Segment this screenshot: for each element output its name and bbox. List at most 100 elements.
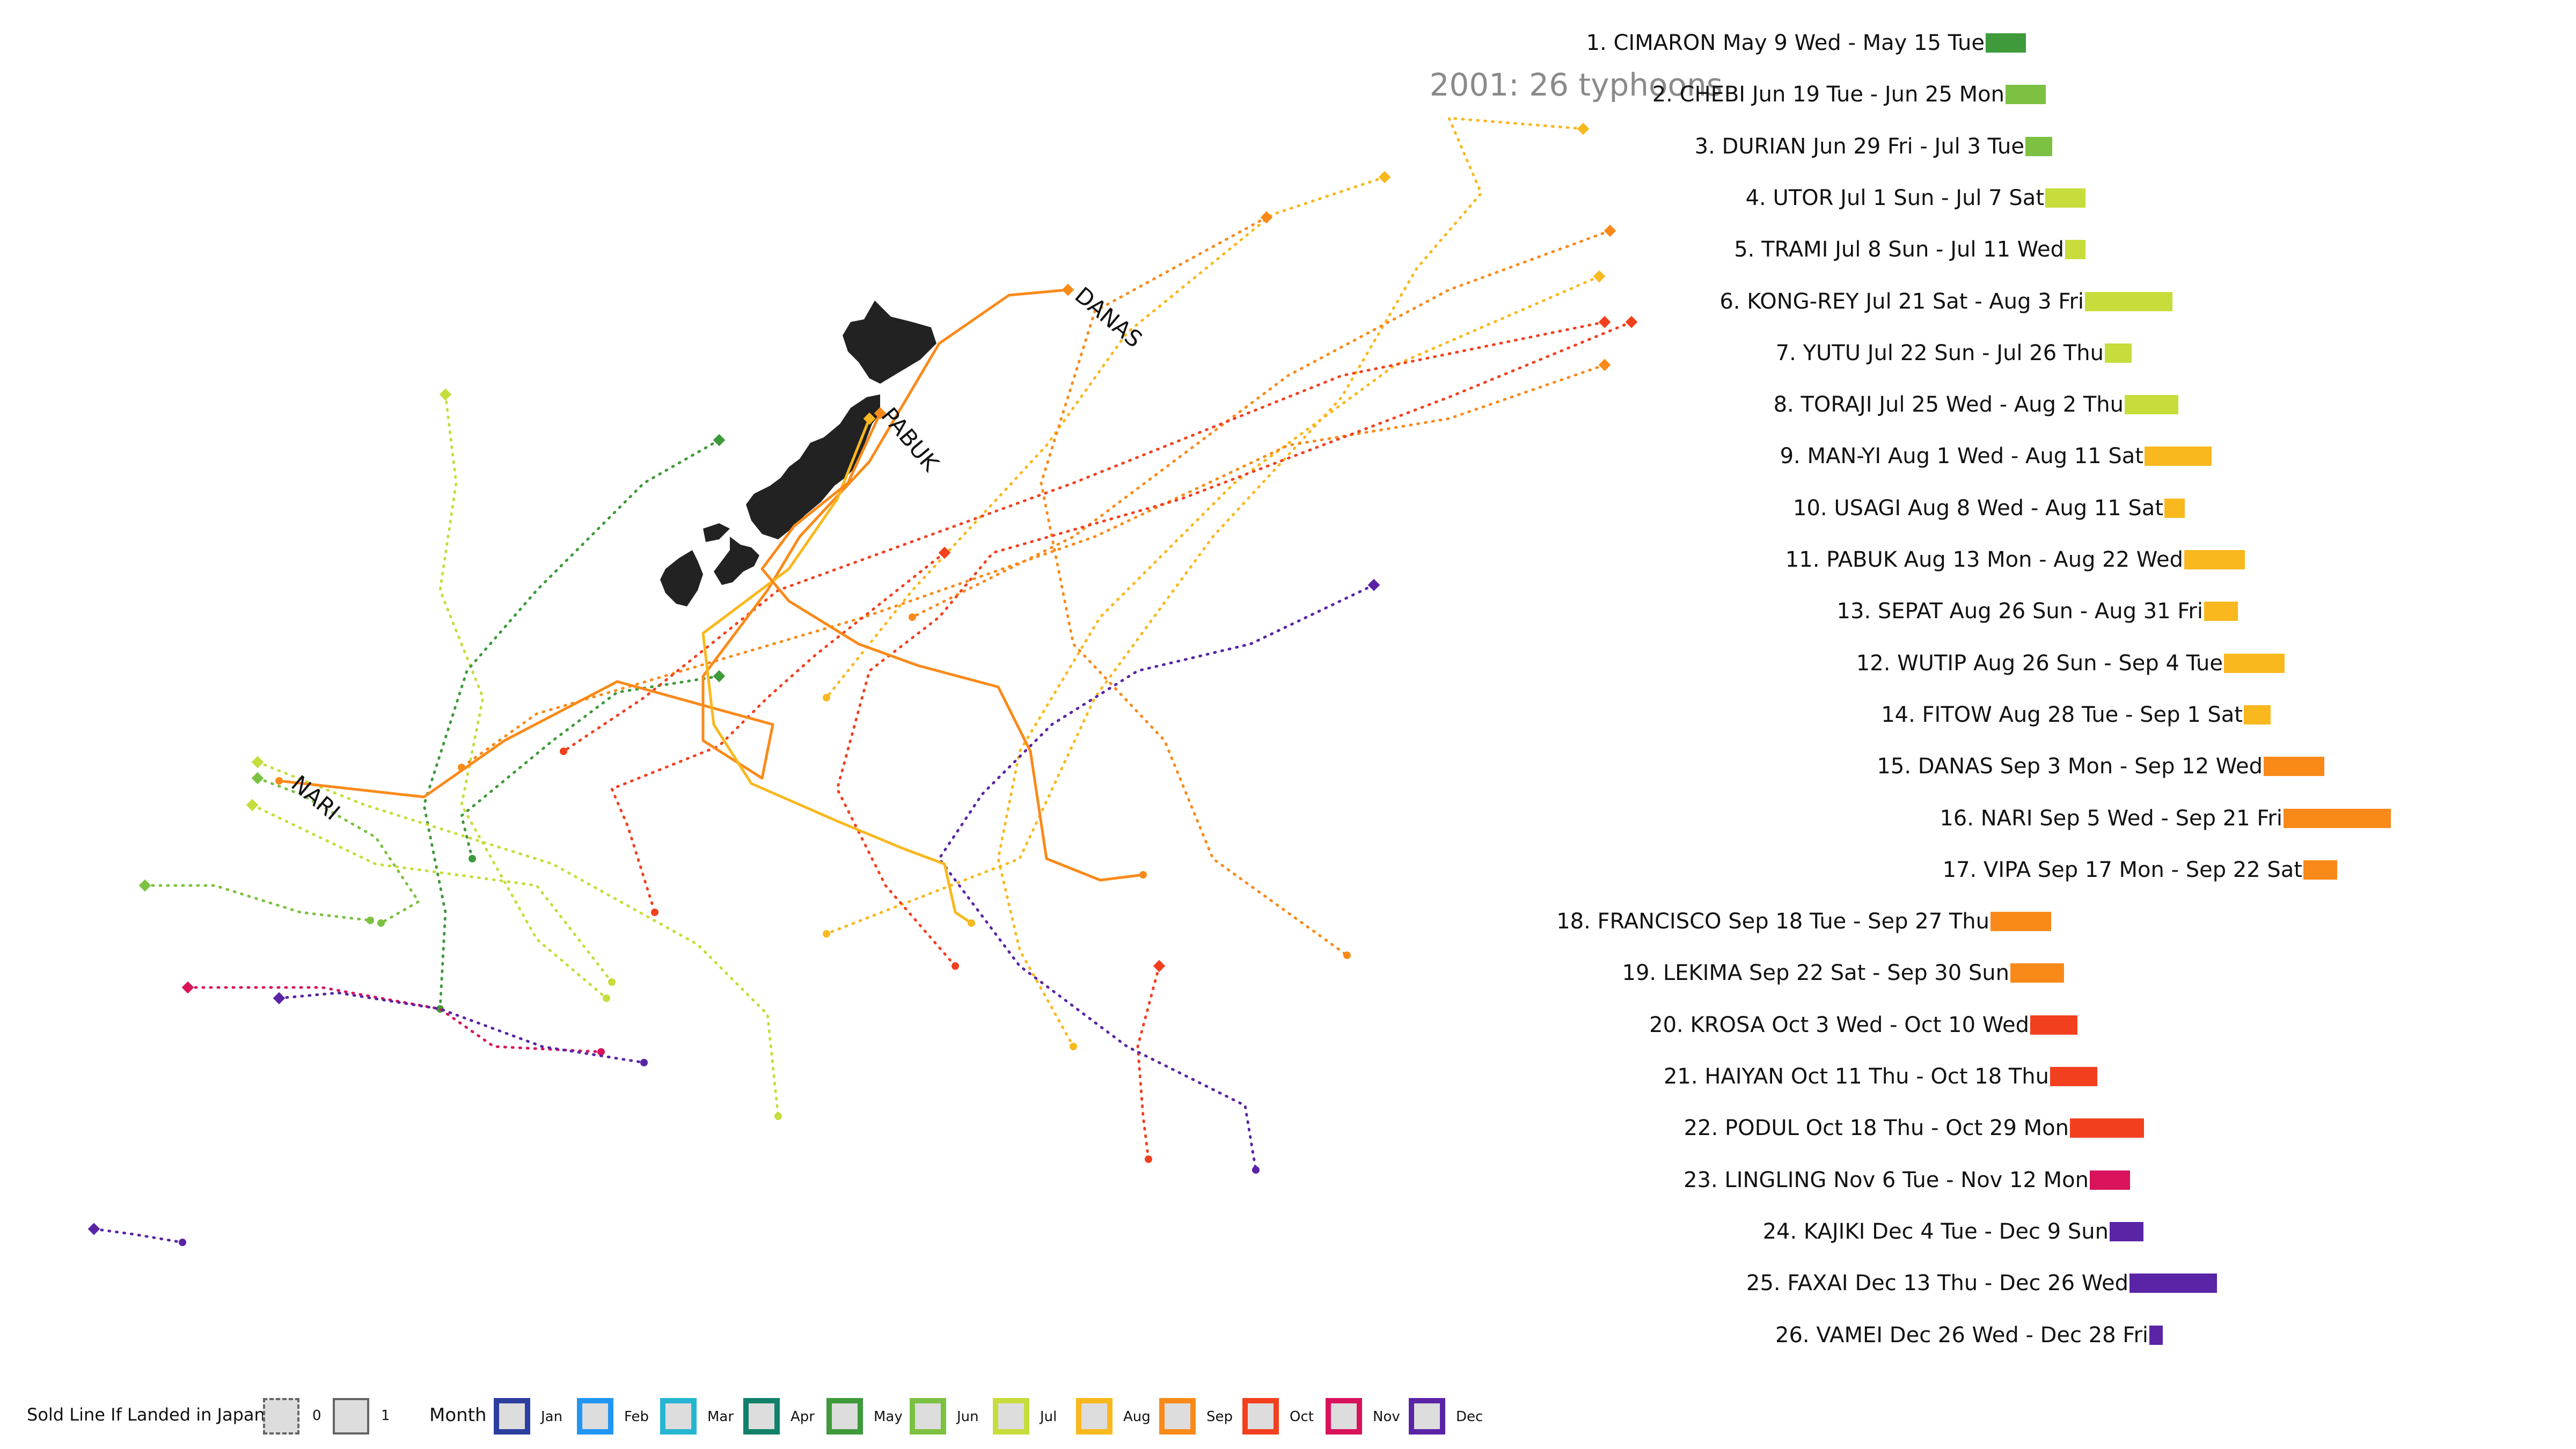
track-end-marker (640, 1059, 648, 1066)
legend-month-swatch-dec (1409, 1398, 1445, 1435)
track-start-marker (251, 772, 264, 785)
track-start-marker (1367, 579, 1380, 591)
typhoon-list-item: 10. USAGI Aug 8 Wed - Aug 11 Sat (0, 492, 2576, 524)
typhoon-duration-bar (2010, 963, 2064, 983)
track-start-marker (87, 1223, 100, 1235)
track-end-marker (597, 1048, 605, 1056)
track-end-marker (774, 1113, 782, 1120)
typhoon-label: 5. TRAMI Jul 8 Sun - Jul 11 Wed (1734, 237, 2064, 262)
track-start-marker (1598, 316, 1611, 328)
typhoon-label: 10. USAGI Aug 8 Wed - Aug 11 Sat (1793, 495, 2163, 521)
typhoon-duration-bar (2244, 705, 2271, 724)
typhoon-track (277, 991, 646, 1064)
typhoon-list-item: 3. DURIAN Jun 29 Fri - Jul 3 Tue (0, 130, 2576, 163)
legend-landed-box-0 (263, 1398, 299, 1435)
track-end-marker (909, 613, 916, 621)
track-start-marker (251, 756, 264, 769)
typhoon-list-item: 8. TORAJI Jul 25 Wed - Aug 2 Thu (0, 389, 2576, 421)
track-end-marker (1145, 1155, 1152, 1163)
typhoon-duration-bar (2090, 1170, 2130, 1190)
typhoon-label: 11. PABUK Aug 13 Mon - Aug 22 Wed (1785, 547, 2183, 572)
typhoon-list-item: 19. LEKIMA Sep 22 Sat - Sep 30 Sun (0, 957, 2576, 989)
typhoon-label: 2. CHEBI Jun 19 Tue - Jun 25 Mon (1652, 82, 2004, 107)
typhoon-track (460, 363, 1606, 769)
track-end-marker (179, 1239, 186, 1246)
track-start-marker (1577, 122, 1590, 135)
typhoon-duration-bar (2284, 808, 2391, 828)
track-end-marker (469, 855, 476, 862)
track-start-marker (1625, 316, 1638, 328)
typhoon-list-item: 6. KONG-REY Jul 21 Sat - Aug 3 Fri (0, 286, 2576, 318)
track-end-marker (560, 748, 567, 755)
typhoon-duration-bar (1986, 33, 2026, 53)
typhoon-list-item: 13. SEPAT Aug 26 Sun - Aug 31 Fri (0, 595, 2576, 627)
legend-month-text-sep: Sep (1206, 1409, 1233, 1425)
typhoon-list-item: 2. CHEBI Jun 19 Tue - Jun 25 Mon (0, 78, 2576, 111)
typhoon-label: 19. LEKIMA Sep 22 Sat - Sep 30 Sun (1622, 961, 2009, 986)
legend-month-text-nov: Nov (1373, 1409, 1400, 1425)
track-start-marker (1378, 171, 1391, 184)
typhoon-track (997, 275, 1601, 1048)
track-start-marker (863, 412, 876, 425)
typhoon-list-item: 9. MAN-YI Aug 1 Wed - Aug 11 Sat (0, 440, 2576, 472)
typhoon-label: 6. KONG-REY Jul 21 Sat - Aug 3 Fri (1719, 289, 2084, 314)
typhoon-track (256, 760, 780, 1118)
typhoon-list-item: 24. KAJIKI Dec 4 Tue - Dec 9 Sun (0, 1216, 2576, 1248)
track-end-marker (608, 978, 616, 986)
typhoon-track (1136, 964, 1161, 1161)
track-end-marker (603, 994, 610, 1002)
typhoon-list-item: 25. FAXAI Dec 13 Thu - Dec 26 Wed (0, 1267, 2576, 1299)
typhoon-label: 22. PODUL Oct 18 Thu - Oct 29 Mon (1684, 1116, 2069, 1141)
typhoon-track (460, 675, 721, 860)
typhoon-duration-bar (2184, 550, 2245, 569)
typhoon-duration-bar (2070, 1118, 2144, 1138)
track-end-marker (952, 962, 959, 970)
typhoon-duration-bar (2164, 498, 2185, 518)
typhoon-track (836, 320, 1633, 968)
typhoon-label: 17. VIPA Sep 17 Mon - Sep 22 Sat (1942, 857, 2302, 882)
typhoon-list-item: 4. UTOR Jul 1 Sun - Jul 7 Sat (0, 182, 2576, 214)
track-end-marker (275, 777, 283, 785)
land-polygon (714, 537, 759, 585)
track-start-marker (713, 670, 726, 683)
typhoon-list-item: 14. FITOW Aug 28 Tue - Sep 1 Sat (0, 699, 2576, 731)
legend-month-text-may: May (874, 1409, 903, 1425)
typhoon-label: 3. DURIAN Jun 29 Fri - Jul 3 Tue (1694, 134, 2024, 159)
typhoon-track (277, 288, 1070, 799)
typhoon-label: 21. HAIYAN Oct 11 Thu - Oct 18 Thu (1663, 1064, 2049, 1089)
legend-month-text-aug: Aug (1123, 1409, 1151, 1425)
track-start-marker (181, 981, 194, 994)
track-start-marker (439, 388, 452, 401)
legend-month-text-jun: Jun (957, 1409, 979, 1425)
track-end-marker (367, 917, 374, 924)
typhoon-list-item: 22. PODUL Oct 18 Thu - Oct 29 Mon (0, 1112, 2576, 1144)
typhoon-track (562, 320, 1606, 753)
land-polygon (843, 301, 936, 384)
track-start-marker (938, 546, 951, 559)
typhoon-duration-bar (2065, 240, 2085, 260)
typhoon-duration-bar (2050, 1067, 2097, 1086)
legend-month-text-feb: Feb (624, 1409, 649, 1425)
typhoon-list-item: 1. CIMARON May 9 Wed - May 15 Tue (0, 27, 2576, 59)
typhoon-duration-bar (2204, 602, 2238, 621)
typhoon-label: 1. CIMARON May 9 Wed - May 15 Tue (1586, 31, 1985, 55)
typhoon-list-item: 12. WUTIP Aug 26 Sun - Sep 4 Tue (0, 647, 2576, 679)
typhoon-list-item: 20. KROSA Oct 3 Wed - Oct 10 Wed (0, 1009, 2576, 1041)
typhoon-track (760, 412, 1145, 882)
track-end-marker (1070, 1043, 1077, 1050)
legend-month-swatch-jun (910, 1398, 946, 1435)
typhoon-list-item: 26. VAMEI Dec 26 Wed - Dec 28 Fri (0, 1319, 2576, 1351)
typhoon-track (256, 777, 420, 925)
track-start-marker (138, 879, 151, 892)
typhoon-label: 24. KAJIKI Dec 4 Tue - Dec 9 Sun (1762, 1219, 2109, 1244)
track-start-marker (1260, 211, 1273, 224)
typhoon-label: 20. KROSA Oct 3 Wed - Oct 10 Wed (1649, 1012, 2029, 1037)
typhoon-track (1040, 216, 1349, 957)
legend-landed-value-1: 1 (381, 1408, 390, 1424)
japan-landmass (660, 301, 936, 606)
typhoon-label: 7. YUTU Jul 22 Sun - Jul 26 Thu (1775, 340, 2104, 365)
track-start-marker (874, 407, 887, 420)
typhoon-duration-bar (2045, 188, 2085, 208)
typhoon-track (251, 803, 613, 984)
